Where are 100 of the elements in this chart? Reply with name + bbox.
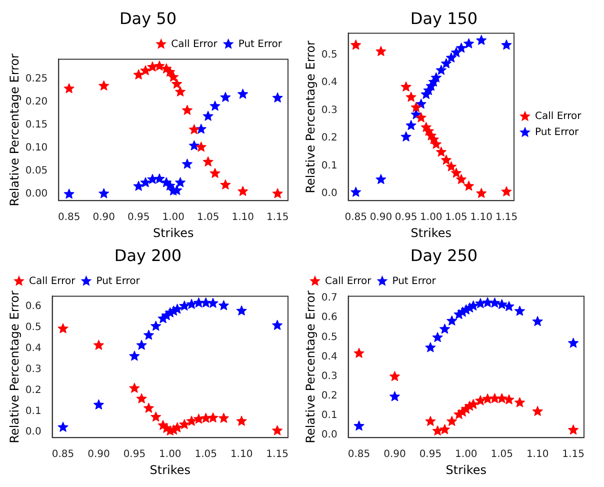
y-tick-label: 0.10 [25,142,48,154]
point [175,177,186,188]
y-tick-label: 0.2 [321,132,338,144]
point [133,180,144,191]
y-tick-label: 0.5 [321,332,338,343]
x-tick-label: 1.05 [445,212,468,224]
point [220,92,231,102]
x-tick-label: 1.05 [196,212,220,224]
point [456,42,467,53]
point [482,297,493,308]
point [354,420,364,431]
point [210,168,220,178]
point [238,88,248,99]
y-tick-label: 0.2 [25,384,42,396]
point [236,416,247,426]
point [272,425,283,436]
point [501,40,512,50]
point [496,299,508,310]
x-tick-label: 1.15 [495,212,518,224]
point [64,188,74,199]
point [456,174,467,184]
x-tick-label: 1.10 [470,212,492,224]
point [436,64,446,75]
point [236,305,247,316]
point [439,424,450,434]
y-tick-label: 0.3 [25,364,42,375]
y-tick-label: 0.1 [321,160,338,172]
legend-label: Put Error [392,276,437,287]
point [202,110,214,121]
point [446,315,458,326]
x-tick-label: 0.95 [419,449,442,460]
point [504,301,514,312]
point [425,342,436,352]
x-tick-label: 0.85 [58,212,80,224]
point [98,188,110,198]
point [476,34,487,45]
point [208,412,218,422]
point [210,100,220,111]
point [164,180,176,190]
point [272,320,283,330]
point [272,188,283,198]
point [532,316,543,326]
y-tick-label: 0.3 [321,370,338,382]
point [496,393,508,404]
point [272,92,283,102]
chart-title: Day 250 [410,246,478,265]
point [218,412,229,423]
point [468,398,479,409]
x-tick-label: 1.15 [266,449,288,460]
point [64,83,74,94]
x-tick-label: 0.85 [344,212,367,224]
point [439,324,450,334]
point [514,306,525,316]
y-tick-label: 0.3 [321,104,338,116]
point [172,78,182,89]
x-tick-label: 0.90 [88,449,110,460]
y-tick-label: 0.05 [25,166,48,177]
point [451,168,462,178]
legend-label: Call Error [535,111,582,122]
point [425,416,436,426]
point [489,393,500,404]
y-tick-label: 0.1 [321,410,338,421]
legend-label: Call Error [325,276,372,287]
point [129,350,140,361]
point [147,174,158,184]
point [440,58,452,68]
point [218,300,229,310]
x-tick-label: 0.85 [52,449,74,460]
point [475,298,486,308]
x-axis-title: Strikes [446,462,487,477]
point [179,419,190,430]
legend-label: Call Error [171,38,218,50]
point [464,38,474,48]
chart-title: Day 50 [119,8,177,28]
point [129,382,140,393]
y-tick-label: 0.0 [25,426,42,438]
point [136,340,147,350]
x-tick-label: 1.10 [526,449,549,460]
point [350,186,362,197]
point [400,81,412,92]
point [446,161,456,172]
point [196,142,206,152]
point [143,402,154,413]
point [389,371,400,382]
point [468,300,479,310]
point [140,65,151,76]
point [200,297,212,308]
point [150,320,162,331]
point [164,66,176,77]
x-axis-title: Strikes [150,462,191,477]
point [475,395,486,406]
point [416,112,426,122]
point [482,393,493,404]
point [188,140,200,150]
point [200,412,212,423]
x-tick-label: 1.10 [232,212,254,224]
x-tick-label: 0.85 [348,449,370,460]
point [179,300,190,311]
point [430,138,442,149]
y-axis-title: Relative Percentage Error [7,290,22,444]
